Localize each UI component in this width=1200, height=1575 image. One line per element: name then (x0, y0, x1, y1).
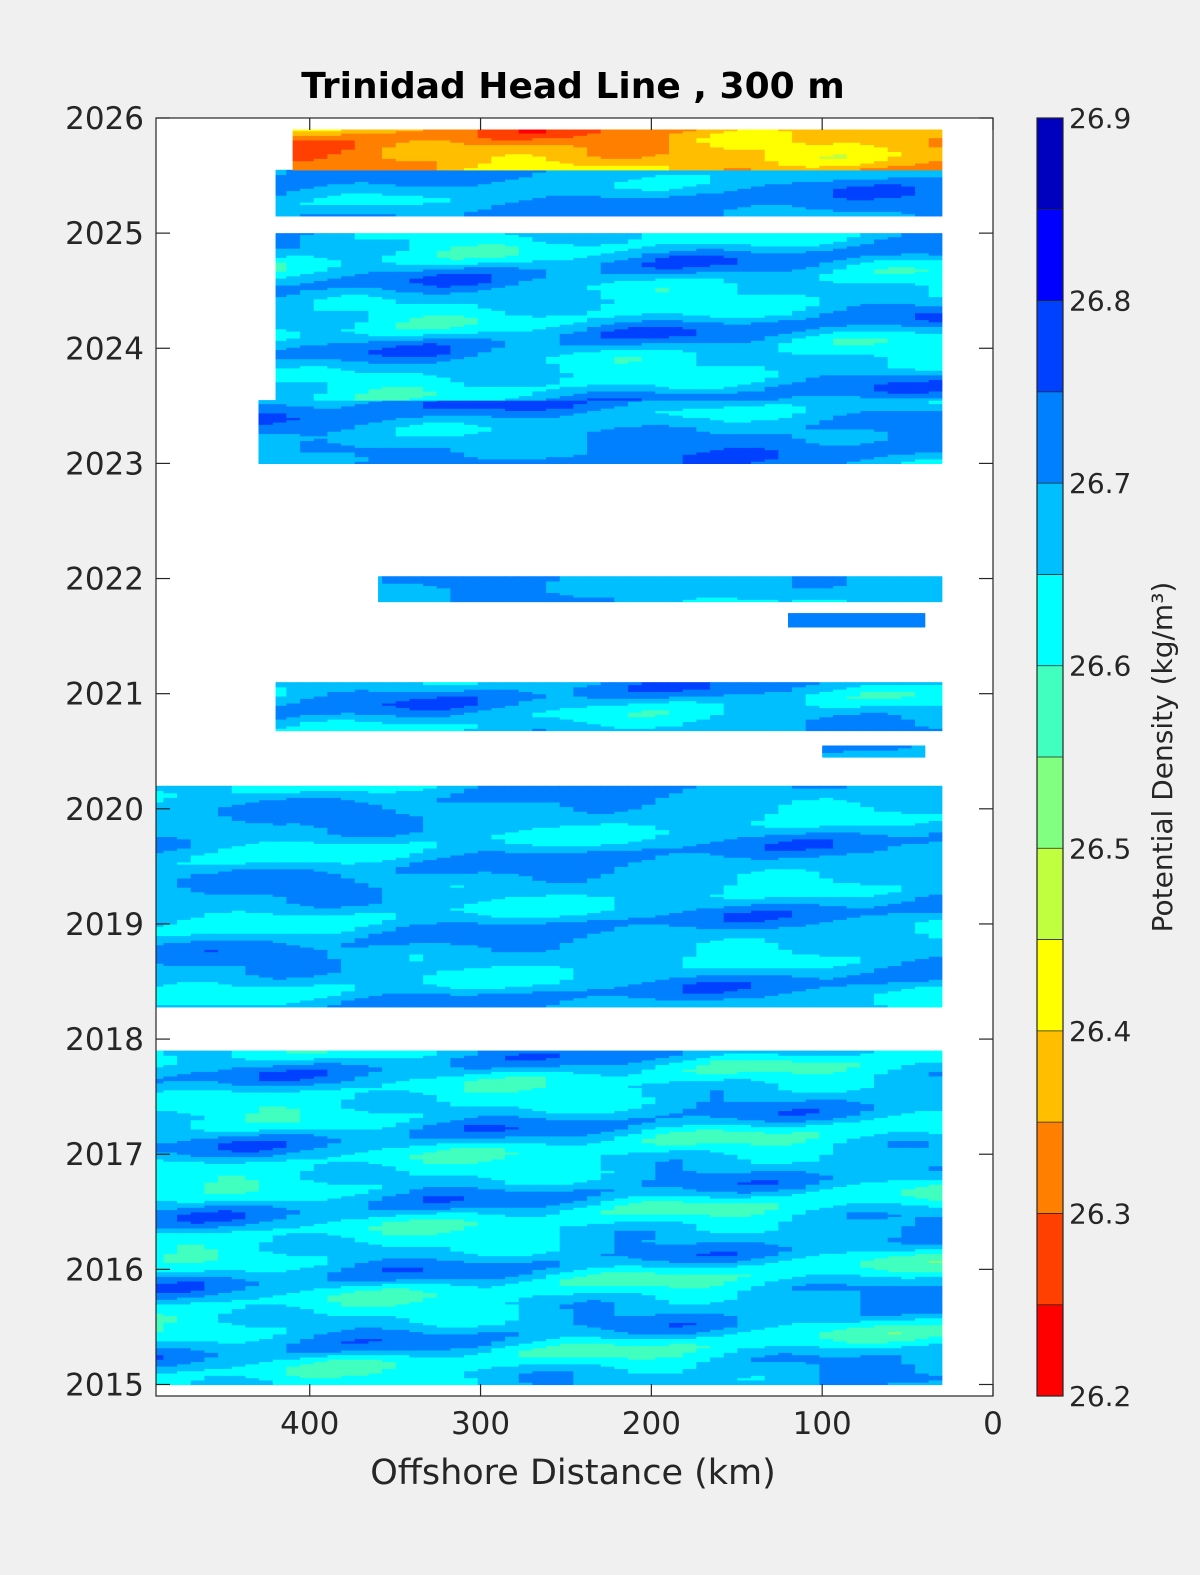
contour-segment (156, 1051, 942, 1385)
chart-title: Trinidad Head Line , 300 m (301, 66, 844, 107)
